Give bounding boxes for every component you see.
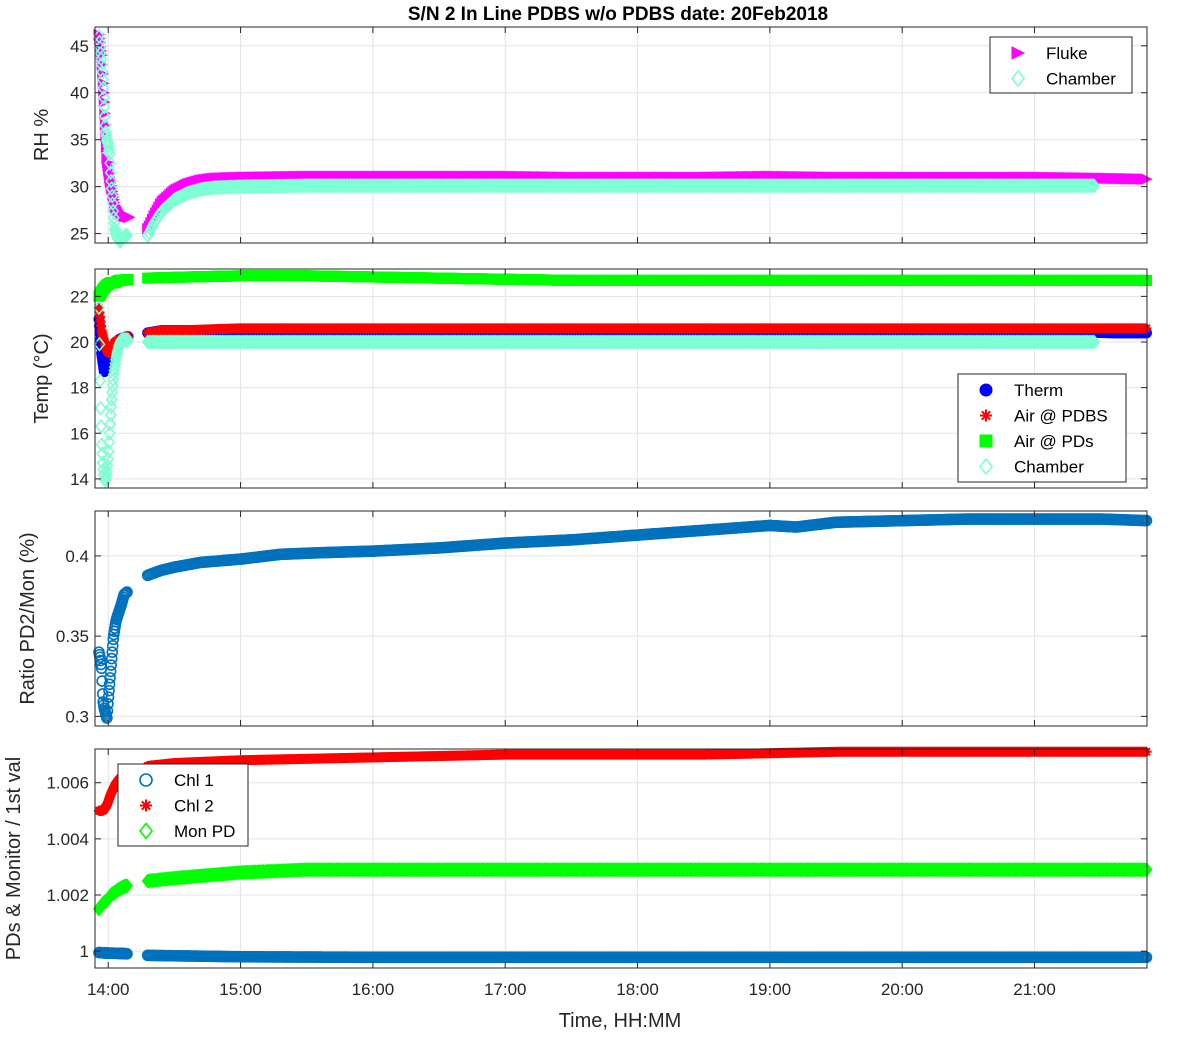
legend-box (989, 36, 1133, 94)
series-chamber (92, 28, 1101, 249)
y-tick-label: 18 (70, 379, 89, 398)
data-point (106, 196, 119, 212)
legend-label-air_pdbs: Air @ PDBS (1014, 407, 1108, 426)
y-tick-label: 40 (70, 84, 89, 103)
data-point (95, 51, 108, 67)
y-tick-label: 22 (70, 287, 89, 306)
data-point (104, 165, 117, 181)
plot-frame (94, 26, 1148, 244)
y-tick-label: 45 (70, 37, 89, 56)
data-point (105, 180, 118, 197)
legend-label-air_pds: Air @ PDs (1014, 432, 1094, 451)
data-point (1086, 178, 1099, 194)
series-group (93, 513, 1153, 724)
data-point (97, 80, 110, 96)
y-tick-label: 35 (70, 131, 89, 150)
series-group (92, 270, 1152, 489)
data-point (103, 146, 116, 162)
data-point (1141, 323, 1152, 334)
data-point (123, 211, 136, 224)
y-tick-label: 30 (70, 178, 89, 197)
data-point (95, 57, 108, 73)
plot-frame (94, 510, 1148, 727)
temperature-panel: 14 16 18 20 22 Temp (°C) Therm Air @ PDBS Air @ … (31, 268, 1152, 489)
y-tick-label: 0.3 (65, 707, 89, 726)
chart-title: S/N 2 In Line PDBS w/o PDBS date: 20Feb2… (408, 4, 828, 25)
y-axis-label: RH % (31, 109, 53, 161)
data-point (105, 173, 118, 189)
data-point (1083, 178, 1096, 194)
series-air_pdbs (93, 302, 1152, 359)
data-point (97, 89, 110, 105)
legend-label-fluke: Fluke (1046, 44, 1088, 63)
legend-label-chamber: Chamber (1046, 70, 1116, 89)
data-point (98, 108, 111, 124)
data-point (96, 72, 109, 88)
series-chl1 (93, 513, 1153, 724)
legend-label-therm: Therm (1014, 381, 1063, 400)
data-point (1084, 178, 1097, 194)
data-point (122, 274, 134, 286)
ratio-panel: 0.3 0.35 0.4 Ratio PD2/Mon (%) (17, 510, 1153, 727)
y-tick-label: 0.4 (65, 547, 89, 566)
legend: Therm Air @ PDBS Air @ PDs Chamber (957, 373, 1127, 483)
data-point (1088, 178, 1101, 194)
y-axis-label: Ratio PD2/Mon (%) (17, 532, 39, 704)
legend-marker-therm (979, 383, 993, 397)
data-point (95, 418, 108, 434)
series-group (92, 28, 1153, 249)
legend-marker-air_pdbs (980, 409, 992, 422)
data-point (104, 155, 117, 171)
data-point (96, 64, 109, 80)
y-axis-label: Temp (°C) (31, 333, 53, 423)
data-point (94, 400, 107, 416)
legend: Fluke Chamber (989, 36, 1133, 94)
data-point (120, 227, 134, 244)
data-point (102, 138, 115, 154)
data-point (1140, 173, 1153, 185)
legend-marker-fluke (1011, 46, 1026, 60)
y-tick-label: 20 (70, 333, 89, 352)
series-chl1 (93, 946, 1153, 964)
rh-panel: 25 30 35 40 45 RH % Fluke Chamber (31, 26, 1153, 249)
data-point (98, 99, 111, 115)
data-point (1140, 274, 1152, 286)
legend-marker-air_pds (979, 434, 993, 448)
y-tick-label: 16 (70, 424, 89, 443)
data-point (106, 188, 119, 204)
y-tick-label: 0.35 (56, 627, 89, 646)
legend-label-chamber: Chamber (1014, 458, 1084, 477)
y-tick-label: 25 (70, 225, 89, 244)
legend-marker-chamber (1010, 69, 1026, 88)
y-tick-label: 14 (70, 470, 89, 489)
series-group (92, 746, 1153, 964)
data-point (103, 142, 116, 158)
